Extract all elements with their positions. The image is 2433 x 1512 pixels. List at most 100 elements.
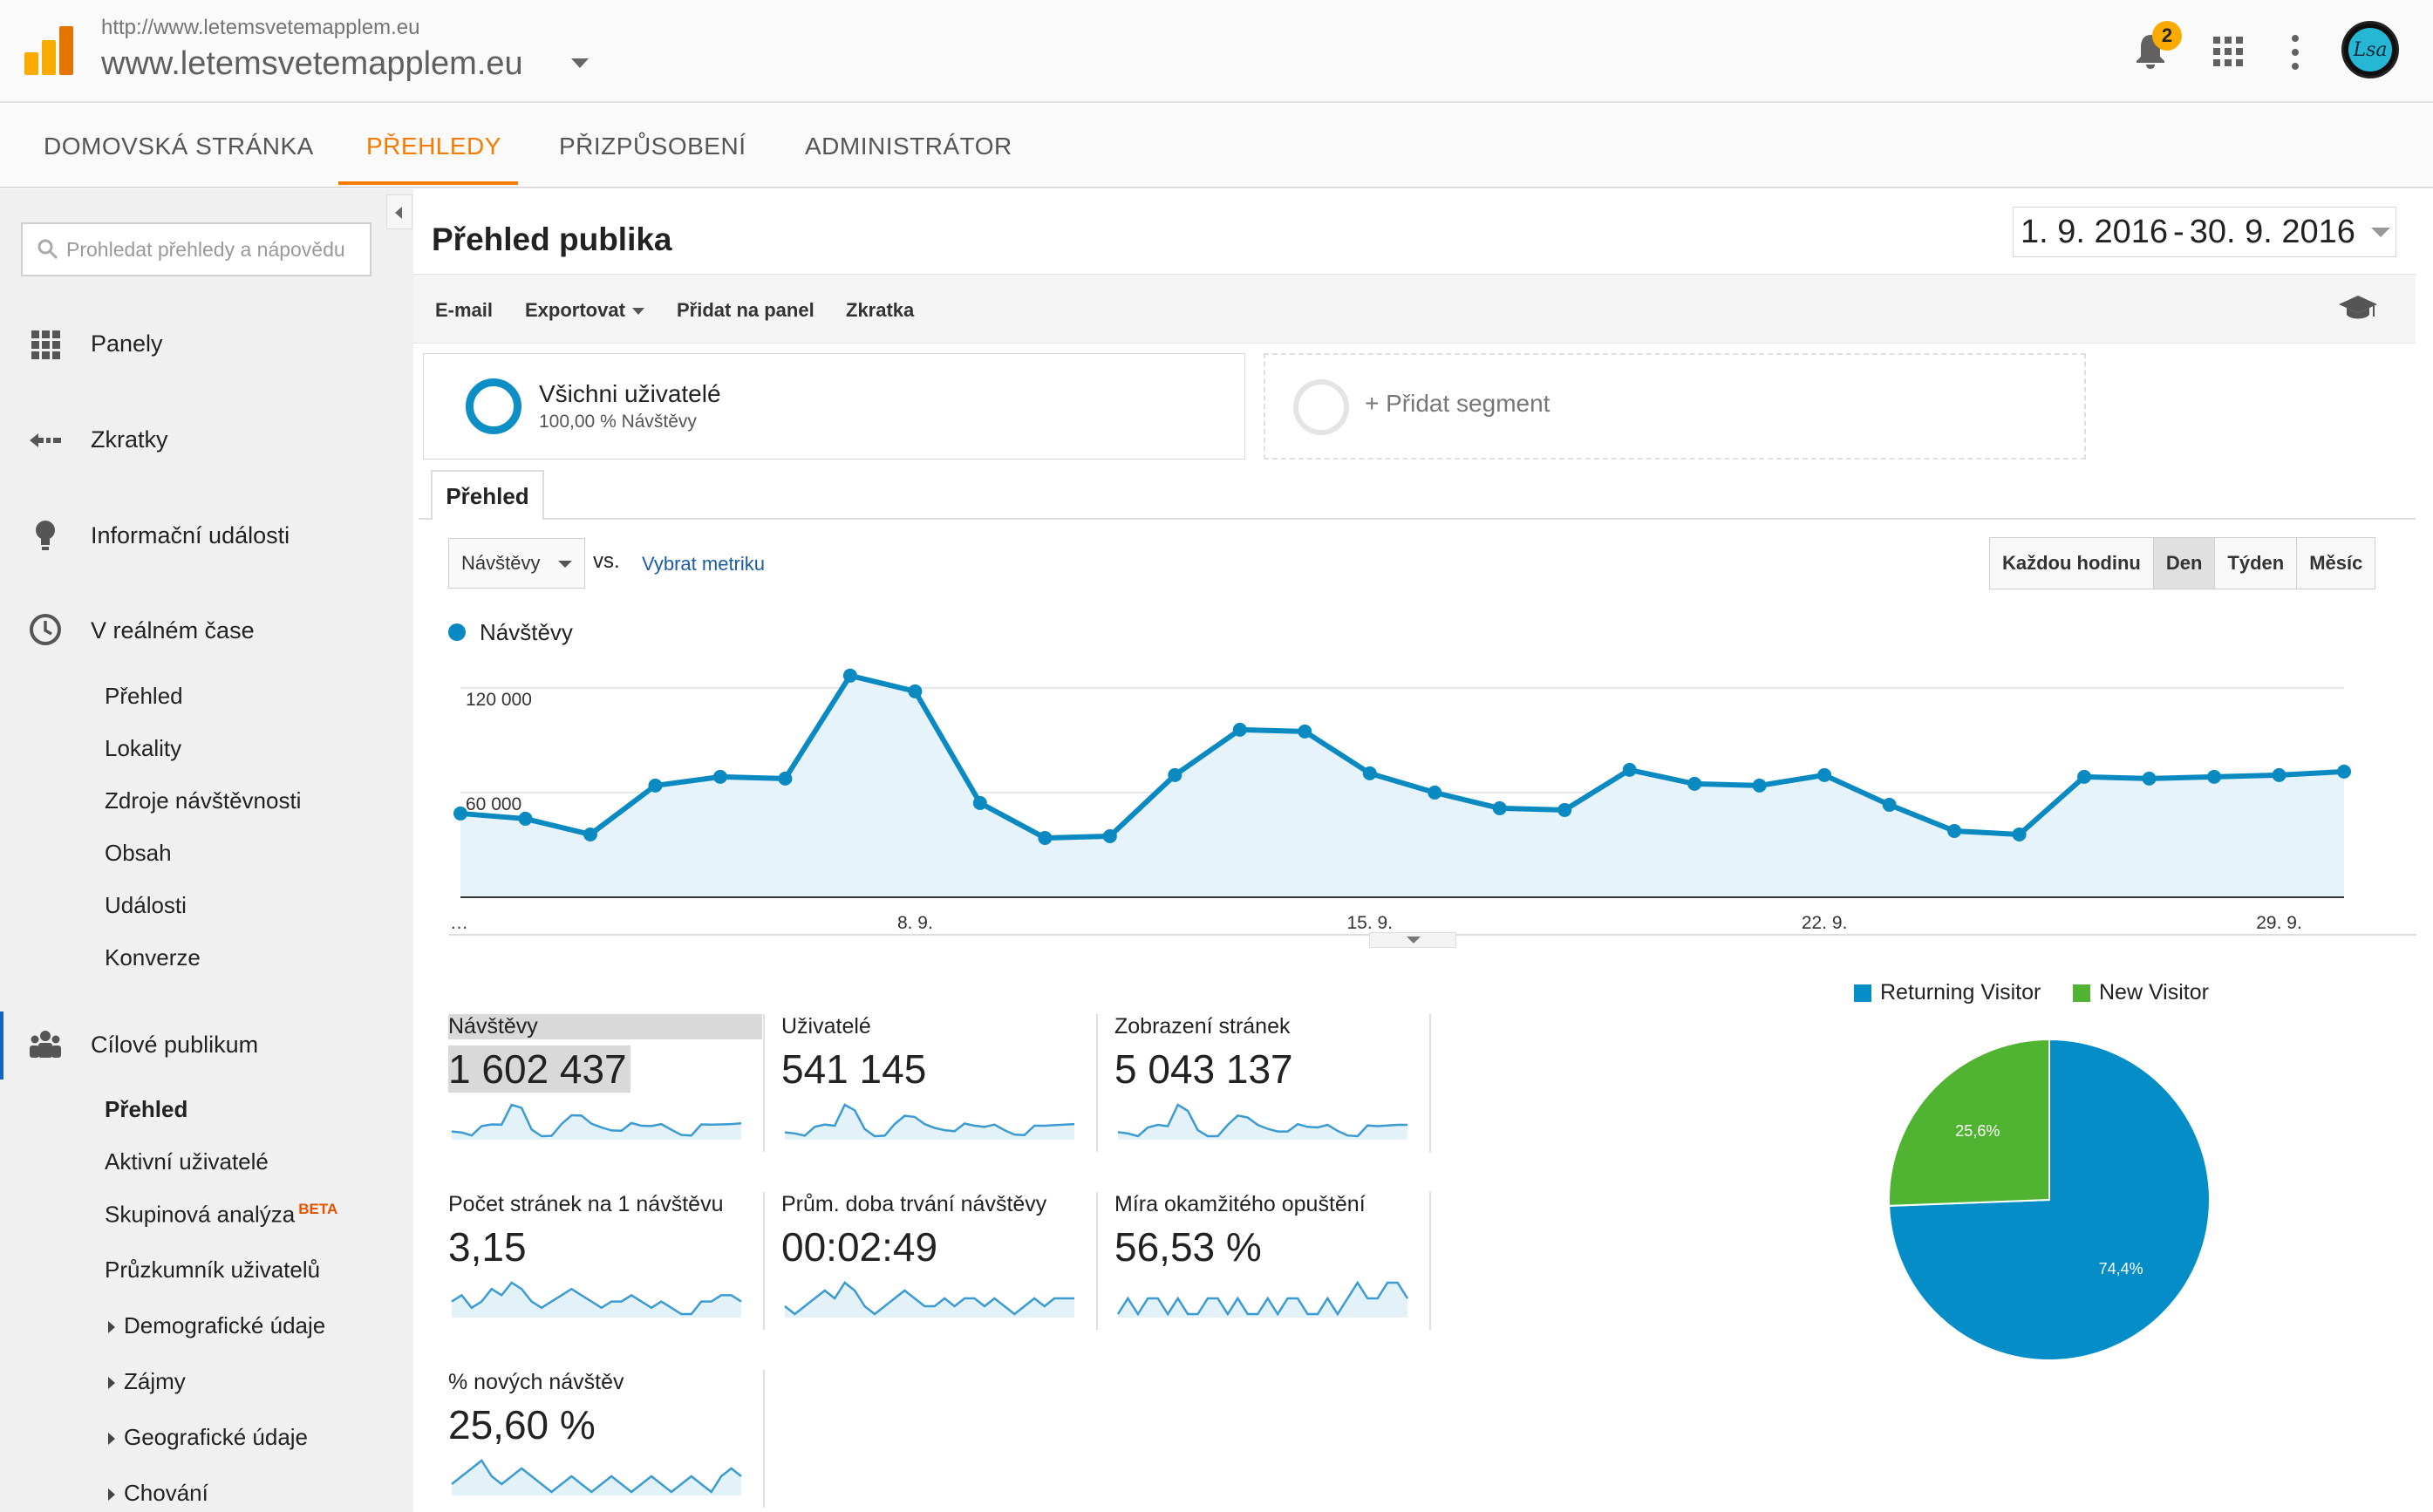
pie-legend-returning[interactable]: Returning Visitor	[1854, 980, 2041, 1005]
granularity-week[interactable]: Týden	[2215, 538, 2298, 589]
data-point	[842, 668, 857, 683]
sparkline-line	[784, 1281, 1074, 1316]
analytics-logo-icon[interactable]	[24, 26, 73, 75]
report-search[interactable]	[21, 222, 371, 276]
tab-admin[interactable]: ADMINISTRÁTOR	[805, 133, 1012, 160]
add-to-dashboard-button[interactable]: Přidat na panel	[677, 299, 814, 321]
data-point	[1168, 767, 1182, 782]
tab-reports[interactable]: PŘEHLEDY	[366, 133, 501, 160]
sidebar-item-dashboards[interactable]: Panely	[91, 330, 163, 357]
demographics-label: Demografické údaje	[124, 1312, 326, 1338]
sidebar-audience-interests[interactable]: Zájmy	[108, 1368, 186, 1395]
date-range-picker[interactable]: 1. 9. 2016 - 30. 9. 2016	[2013, 207, 2396, 257]
sparkline-area	[452, 1105, 741, 1140]
data-point	[778, 771, 793, 786]
sidebar-audience-geo[interactable]: Geografické údaje	[108, 1424, 308, 1451]
data-point	[583, 827, 597, 841]
email-button[interactable]: E-mail	[435, 299, 494, 321]
sidebar-realtime-traffic-sources[interactable]: Zdroje návštěvnosti	[105, 787, 302, 814]
legend-returning-label: Returning Visitor	[1880, 980, 2041, 1005]
pie-legend-new[interactable]: New Visitor	[2073, 980, 2209, 1005]
scorecard-divider	[1429, 1014, 1431, 1152]
choose-metric-link[interactable]: Vybrat metriku	[642, 553, 766, 575]
scorecard[interactable]: Počet stránek na 1 návštěvu 3,15	[448, 1192, 762, 1323]
export-button[interactable]: Exportovat	[525, 299, 644, 322]
sparkline	[451, 1103, 742, 1140]
scorecard-divider	[763, 1192, 765, 1330]
data-point	[2207, 769, 2222, 784]
chevron-down-icon[interactable]	[571, 58, 589, 68]
graduation-cap-icon[interactable]	[2339, 294, 2377, 322]
sidebar-audience-active-users[interactable]: Aktivní uživatelé	[105, 1148, 269, 1175]
sidebar-audience-user-explorer[interactable]: Průzkumník uživatelů	[105, 1257, 321, 1283]
add-segment-button[interactable]: + Přidat segment	[1264, 353, 2086, 460]
sidebar-realtime-conversions[interactable]: Konverze	[105, 944, 201, 971]
series-line	[460, 672, 2345, 841]
sidebar-realtime-locations[interactable]: Lokality	[105, 735, 182, 761]
scorecard-divider	[1096, 1192, 1098, 1330]
sidebar-item-realtime[interactable]: V reálném čase	[91, 617, 255, 644]
scorecard-label: Zobrazení stránek	[1114, 1014, 1291, 1039]
pie-slice-label: 74,4%	[2099, 1260, 2143, 1277]
tab-home[interactable]: DOMOVSKÁ STRÁNKA	[44, 133, 314, 160]
scorecard[interactable]: Zobrazení stránek 5 043 137	[1114, 1014, 1428, 1145]
sidebar-realtime-overview[interactable]: Přehled	[105, 683, 183, 709]
granularity-month[interactable]: Měsíc	[2309, 552, 2363, 574]
sidebar-audience-cohort-analysis[interactable]: Skupinová analýza BETA	[105, 1201, 337, 1229]
scorecard-value: 1 602 437	[448, 1045, 630, 1093]
visitor-type-pie-chart[interactable]: 74,4% 25,6%	[1884, 1034, 2215, 1366]
sidebar-realtime-content[interactable]: Obsah	[105, 840, 172, 866]
granularity-day[interactable]: Den	[2153, 538, 2216, 589]
scorecard-label: Uživatelé	[781, 1014, 871, 1039]
sparkline-line	[1117, 1103, 1407, 1138]
sidebar-realtime-events[interactable]: Události	[105, 892, 187, 918]
scorecard[interactable]: % nových návštěv 25,60 %	[448, 1370, 762, 1501]
sparkline-line	[784, 1103, 1075, 1138]
active-tab-indicator	[338, 181, 518, 185]
scorecard[interactable]: Míra okamžitého opuštění 56,53 %	[1114, 1192, 1428, 1323]
pie-slice-label: 25,6%	[1955, 1122, 2000, 1140]
more-options-icon[interactable]	[2290, 35, 2300, 70]
sparkline-area	[1118, 1283, 1407, 1318]
property-selector[interactable]: www.letemsvetemapplem.eu	[101, 45, 523, 82]
clock-icon	[30, 614, 61, 645]
apps-grid-icon[interactable]	[2213, 37, 2243, 66]
sparkline-line	[1116, 1280, 1409, 1317]
tab-overview[interactable]: Přehled	[431, 470, 544, 520]
sidebar-audience-demographics[interactable]: Demografické údaje	[108, 1312, 325, 1339]
sidebar-item-shortcuts[interactable]: Zkratky	[91, 426, 168, 453]
shortcut-button[interactable]: Zkratka	[846, 299, 915, 321]
user-avatar[interactable]: Lsa	[2341, 21, 2399, 78]
data-point	[453, 806, 467, 821]
data-point	[648, 778, 663, 793]
chevron-down-icon	[2371, 228, 2390, 237]
collapse-sidebar-button[interactable]	[386, 194, 412, 229]
sparkline	[784, 1103, 1075, 1140]
sidebar-item-audience[interactable]: Cílové publikum	[91, 1032, 259, 1058]
sidebar-item-intelligence-events[interactable]: Informační události	[91, 522, 290, 548]
chart-expand-toggle[interactable]	[1369, 932, 1456, 948]
tab-customization[interactable]: PŘIZPŮSOBENÍ	[559, 133, 746, 160]
segment-all-users[interactable]: Všichni uživatelé 100,00 % Návštěvy	[423, 353, 1245, 460]
series-area	[460, 675, 2344, 897]
scorecard-value: 541 145	[781, 1046, 927, 1092]
scorecard[interactable]: Návštěvy 1 602 437	[448, 1014, 762, 1145]
scorecard[interactable]: Uživatelé 541 145	[781, 1014, 1095, 1145]
empty-segment-ring-icon	[1293, 379, 1349, 435]
subtab-divider	[419, 518, 2416, 520]
notification-badge[interactable]: 2	[2152, 21, 2182, 51]
sidebar-audience-overview[interactable]: Přehled	[105, 1096, 188, 1122]
people-icon	[30, 1031, 61, 1058]
metric-selector[interactable]: Návštěvy	[448, 538, 585, 589]
sidebar-audience-behavior[interactable]: Chování	[108, 1480, 208, 1507]
scorecard[interactable]: Prům. doba trvání návštěvy 00:02:49	[781, 1192, 1095, 1323]
scorecard-label: % nových návštěv	[448, 1370, 624, 1394]
granularity-hourly[interactable]: Každou hodinu	[1990, 538, 2154, 589]
scorecard-value: 25,60 %	[448, 1402, 596, 1447]
data-point	[1102, 828, 1117, 843]
legend-square	[1854, 984, 1871, 1002]
scorecard-value: 5 043 137	[1114, 1046, 1293, 1092]
vs-label: vs.	[593, 549, 620, 573]
search-input[interactable]	[66, 237, 363, 262]
sessions-line-chart[interactable]: 120 000 60 000 … 8. 9. 15. 9. 22. 9. 29. 9.	[436, 654, 2355, 950]
